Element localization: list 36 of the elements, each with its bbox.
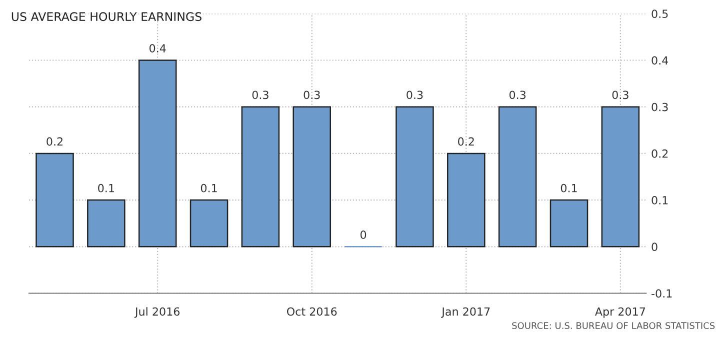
data-label: 0.1	[200, 184, 217, 192]
y-tick-label: 0.5	[652, 10, 668, 18]
data-label: 0.3	[509, 90, 526, 100]
data-label: 0.1	[560, 184, 577, 192]
x-tick-label: Jan 2017	[441, 307, 490, 318]
bar	[87, 199, 126, 248]
bar	[550, 199, 588, 248]
bar	[447, 152, 486, 248]
x-tick-label: Jul 2016	[134, 307, 180, 318]
bar	[36, 152, 74, 248]
data-label: 0.1	[98, 184, 114, 192]
bar	[498, 106, 537, 248]
y-tick-label: 0.1	[652, 196, 668, 204]
data-label: 0	[360, 230, 366, 239]
bar	[138, 60, 177, 248]
chart-title: US AVERAGE HOURLY EARNINGS	[12, 12, 202, 22]
data-label: 0.3	[612, 90, 628, 100]
bar	[601, 106, 640, 248]
bar	[292, 106, 332, 248]
data-label: 0.4	[150, 44, 166, 52]
data-label: 0.2	[46, 137, 62, 146]
y-tick-label: 0.4	[652, 56, 668, 65]
data-label: 0.3	[304, 90, 320, 100]
y-tick-label: 0.3	[652, 102, 668, 112]
bar	[190, 199, 228, 248]
data-label: 0.2	[458, 137, 474, 146]
data-label: 0.3	[252, 90, 268, 100]
x-tick-label: Apr 2017	[595, 307, 645, 318]
bar	[241, 106, 280, 248]
y-tick-label: -0.1	[652, 289, 672, 298]
y-tick-label: 0.2	[652, 149, 668, 158]
source-note: SOURCE: U.S. BUREAU OF LABOR STATISTICS	[512, 322, 715, 330]
x-tick-label: Oct 2016	[286, 307, 337, 316]
data-label: 0.3	[406, 90, 423, 100]
bar	[396, 106, 434, 248]
y-tick-label: 0	[652, 242, 658, 252]
